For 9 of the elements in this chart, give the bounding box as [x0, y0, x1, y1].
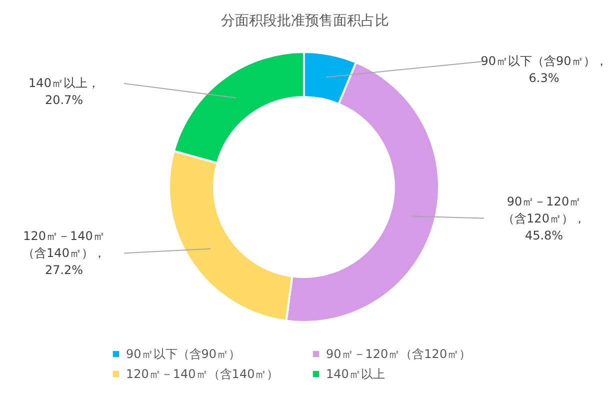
data-label: 90㎡－120㎡（含120㎡），45.8%	[502, 194, 586, 242]
legend-label: 90㎡－120㎡（含120㎡）	[326, 347, 472, 362]
legend-label: 120㎡－140㎡（含140㎡）	[126, 367, 279, 381]
chart-title: 分面积段批准预售面积占比	[221, 13, 389, 29]
data-label: 90㎡以下（含90㎡），6.3%	[480, 54, 608, 85]
legend-label: 90㎡以下（含90㎡）	[126, 347, 241, 362]
data-label: 120㎡－140㎡（含140㎡），27.2%	[22, 229, 106, 278]
data-label: 140㎡以上，20.7%	[28, 76, 100, 107]
legend-label: 140㎡以上	[326, 367, 385, 381]
